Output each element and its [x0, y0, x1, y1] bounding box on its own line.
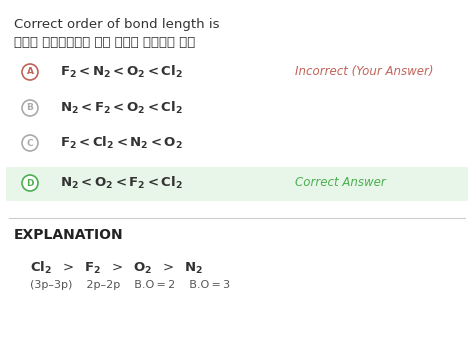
Text: $\mathbf{Cl_2}$  $>$  $\mathbf{F_2}$  $>$  $\mathbf{O_2}$  $>$  $\mathbf{N_2}$: $\mathbf{Cl_2}$ $>$ $\mathbf{F_2}$ $>$ $…	[30, 260, 203, 276]
Text: (3p–3p)    2p–2p    B.O = 2    B.O = 3: (3p–3p) 2p–2p B.O = 2 B.O = 3	[30, 280, 230, 290]
Text: EXPLANATION: EXPLANATION	[14, 228, 124, 242]
Circle shape	[22, 135, 38, 151]
Text: B: B	[27, 103, 34, 113]
Text: A: A	[27, 68, 34, 76]
Circle shape	[22, 100, 38, 116]
FancyBboxPatch shape	[6, 167, 468, 201]
Text: $\mathbf{F_2 < Cl_2 < N_2 < O_2}$: $\mathbf{F_2 < Cl_2 < N_2 < O_2}$	[60, 135, 183, 151]
Text: $\mathbf{N_2 < F_2 < O_2 < Cl_2}$: $\mathbf{N_2 < F_2 < O_2 < Cl_2}$	[60, 100, 183, 116]
Text: C: C	[27, 138, 33, 147]
Circle shape	[22, 64, 38, 80]
Text: बंध लम्बाई का सही क्रम है: बंध लम्बाई का सही क्रम है	[14, 36, 195, 49]
Text: D: D	[26, 178, 34, 188]
Text: Incorrect (Your Answer): Incorrect (Your Answer)	[295, 65, 434, 78]
Text: $\mathbf{N_2 < O_2 < F_2 < Cl_2}$: $\mathbf{N_2 < O_2 < F_2 < Cl_2}$	[60, 175, 183, 191]
Circle shape	[22, 175, 38, 191]
Text: Correct order of bond length is: Correct order of bond length is	[14, 18, 219, 31]
Text: Correct Answer: Correct Answer	[295, 176, 386, 189]
Text: $\mathbf{F_2 < N_2 < O_2 < Cl_2}$: $\mathbf{F_2 < N_2 < O_2 < Cl_2}$	[60, 64, 183, 80]
